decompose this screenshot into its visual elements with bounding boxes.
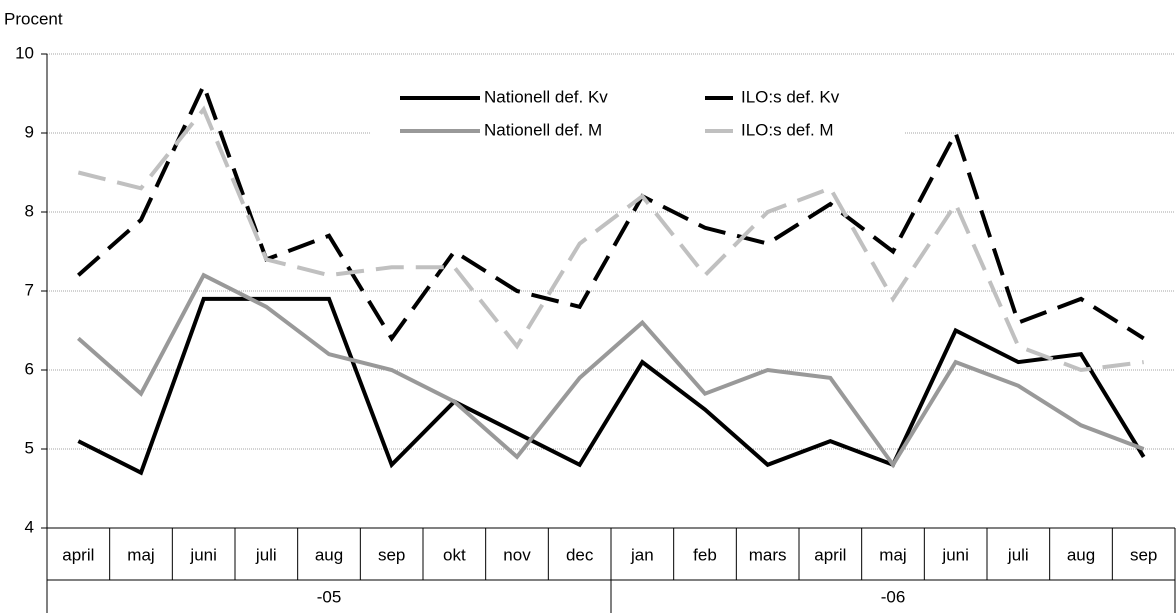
- x-tick-label: juni: [941, 545, 968, 564]
- line-series: [77, 296, 1146, 476]
- x-tick-label: aug: [1067, 545, 1095, 564]
- x-group-label: -05: [317, 587, 342, 606]
- x-tick-label: april: [62, 545, 94, 564]
- x-tick-label: juni: [189, 545, 216, 564]
- line-series: [77, 272, 1145, 469]
- x-group-label: -06: [881, 587, 906, 606]
- y-tick-label: 5: [25, 438, 34, 457]
- x-tick-label: sep: [1130, 545, 1157, 564]
- y-axis-label: Procent: [4, 9, 63, 28]
- x-tick-label: nov: [503, 545, 531, 564]
- legend-box: [370, 80, 905, 144]
- y-tick-label: 4: [25, 517, 34, 536]
- x-tick-label: sep: [378, 545, 405, 564]
- x-tick-label: jan: [630, 545, 654, 564]
- y-tick-label: 6: [25, 359, 34, 378]
- y-tick-label: 9: [25, 122, 34, 141]
- y-tick-label: 10: [15, 43, 34, 62]
- x-tick-label: juli: [255, 545, 277, 564]
- line-series: [77, 105, 1144, 373]
- x-tick-label: juli: [1007, 545, 1029, 564]
- x-tick-label: maj: [127, 545, 154, 564]
- x-tick-label: okt: [443, 545, 466, 564]
- x-tick-label: feb: [693, 545, 717, 564]
- legend-label: ILO:s def. M: [741, 120, 834, 139]
- y-tick-label: 8: [25, 201, 34, 220]
- legend-label: Nationell def. Kv: [484, 87, 608, 106]
- x-tick-label: aug: [315, 545, 343, 564]
- y-tick-label: 7: [25, 280, 34, 299]
- x-tick-label: maj: [879, 545, 906, 564]
- x-tick-label: april: [814, 545, 846, 564]
- x-tick-label: dec: [566, 545, 594, 564]
- x-tick-label: mars: [749, 545, 787, 564]
- legend-label: ILO:s def. Kv: [741, 87, 840, 106]
- legend-label: Nationell def. M: [484, 120, 602, 139]
